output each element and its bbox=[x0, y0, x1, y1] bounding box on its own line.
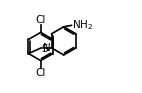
Text: S: S bbox=[42, 44, 48, 54]
Text: N: N bbox=[43, 43, 51, 53]
Text: Cl: Cl bbox=[36, 68, 46, 78]
Text: Cl: Cl bbox=[36, 15, 46, 25]
Text: NH$_2$: NH$_2$ bbox=[72, 18, 93, 32]
